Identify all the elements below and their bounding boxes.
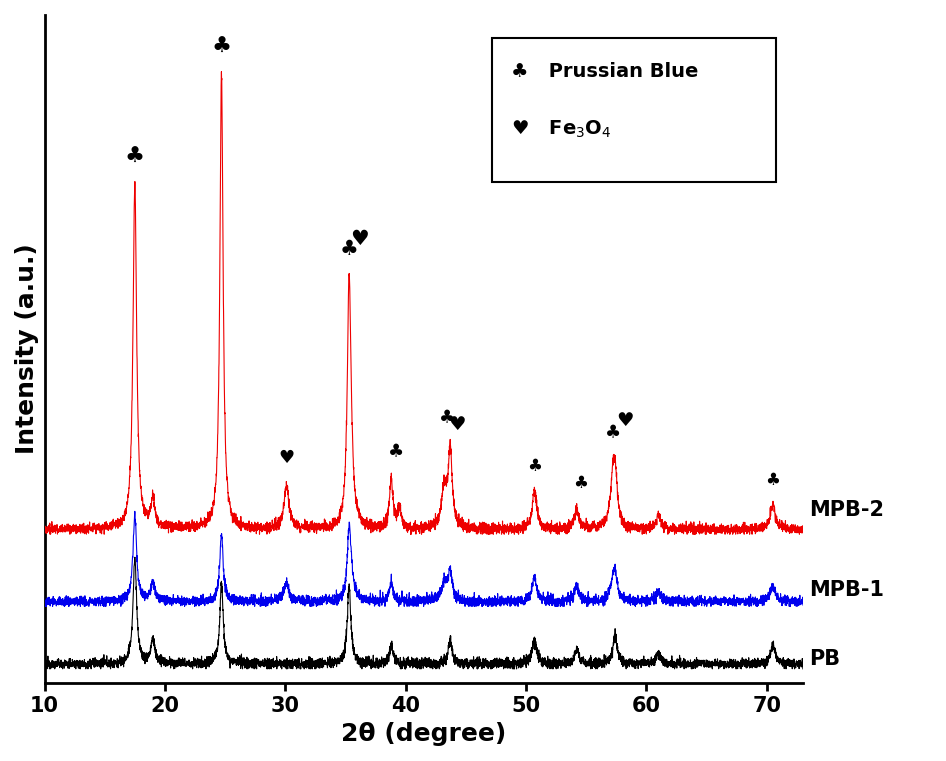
Text: ♥: ♥ bbox=[351, 229, 369, 250]
Text: ♣: ♣ bbox=[125, 147, 145, 167]
Text: ♥: ♥ bbox=[616, 412, 634, 431]
Text: MPB-2: MPB-2 bbox=[809, 500, 884, 521]
X-axis label: 2θ (degree): 2θ (degree) bbox=[342, 722, 506, 746]
Y-axis label: Intensity (a.u.): Intensity (a.u.) bbox=[15, 244, 39, 454]
Text: ♣   Prussian Blue: ♣ Prussian Blue bbox=[511, 62, 698, 81]
FancyBboxPatch shape bbox=[492, 38, 777, 182]
Text: ♣: ♣ bbox=[572, 473, 587, 492]
Text: ♣: ♣ bbox=[388, 443, 404, 461]
Text: ♣: ♣ bbox=[340, 239, 359, 259]
Text: ♥: ♥ bbox=[278, 449, 294, 467]
Text: ♣: ♣ bbox=[604, 425, 621, 442]
Text: PB: PB bbox=[809, 649, 840, 669]
Text: ♣: ♣ bbox=[527, 457, 542, 475]
Text: ♥   Fe$_3$O$_4$: ♥ Fe$_3$O$_4$ bbox=[511, 119, 611, 140]
Text: ♥: ♥ bbox=[448, 416, 466, 435]
Text: ♣: ♣ bbox=[765, 471, 780, 489]
Text: MPB-1: MPB-1 bbox=[809, 580, 884, 600]
Text: ♣: ♣ bbox=[212, 37, 232, 57]
Text: ♣: ♣ bbox=[439, 409, 455, 428]
